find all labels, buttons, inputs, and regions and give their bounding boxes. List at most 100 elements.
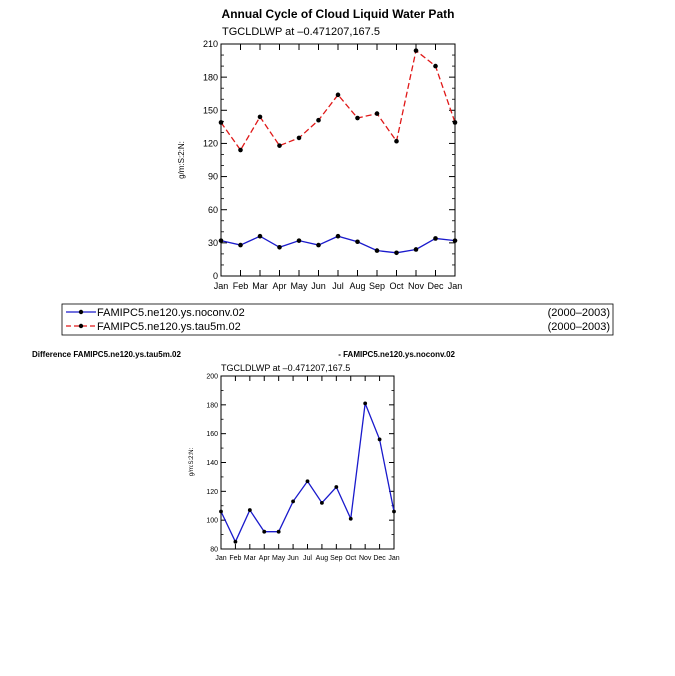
x-tick-label: Jan	[448, 281, 463, 291]
legend-marker-tau5m	[78, 323, 84, 329]
y-axis-label: g/m:S:2:N:	[177, 141, 186, 179]
x-tick-label: Dec	[427, 281, 444, 291]
difference-title-right: - FAMIPC5.ne120.ys.noconv.02	[338, 350, 455, 359]
data-point	[238, 147, 243, 153]
y-tick-label: 210	[203, 39, 218, 49]
x-tick-label: Nov	[359, 555, 372, 562]
x-tick-label: Oct	[389, 281, 404, 291]
legend-period-noconv: (2000–2003)	[548, 307, 610, 319]
x-tick-label: Jul	[332, 281, 344, 291]
legend: FAMIPC5.ne120.ys.noconv.02 (2000–2003) F…	[61, 303, 614, 336]
x-tick-label: May	[272, 555, 286, 562]
chart-title: Annual Cycle of Cloud Liquid Water Path	[222, 7, 455, 21]
plot-frame	[220, 375, 395, 550]
data-point	[394, 250, 399, 256]
series-line-1	[220, 49, 456, 152]
data-point	[219, 509, 223, 514]
data-point	[316, 242, 321, 248]
data-point	[276, 529, 281, 534]
x-tick-label: May	[290, 281, 308, 291]
data-point	[377, 437, 382, 442]
x-tick-label: Jul	[303, 555, 312, 562]
x-tick-label: Jun	[311, 281, 326, 291]
data-point	[218, 120, 224, 125]
data-point	[413, 48, 419, 53]
data-point	[233, 539, 238, 544]
y-tick-label: 90	[208, 172, 218, 182]
data-point	[247, 508, 252, 512]
x-tick-label: Oct	[345, 555, 356, 562]
data-point	[257, 233, 263, 239]
data-point	[413, 247, 419, 252]
data-point	[305, 479, 310, 484]
difference-subtitle: TGCLDLWP at –0.471207,167.5	[221, 363, 350, 373]
data-point	[374, 248, 380, 253]
data-point	[257, 114, 263, 120]
y-tick-label: 120	[206, 489, 218, 496]
difference-title-left: Difference FAMIPC5.ne120.ys.tau5m.02	[32, 350, 182, 359]
x-tick-label: Dec	[373, 555, 386, 562]
data-point	[316, 117, 321, 123]
chart-subtitle: TGCLDLWP at –0.471207,167.5	[222, 26, 380, 38]
y-tick-label: 180	[206, 402, 218, 409]
data-point	[335, 233, 341, 239]
x-tick-label: Sep	[369, 281, 385, 291]
data-point	[452, 120, 458, 125]
y-tick-label: 60	[208, 205, 218, 215]
y-tick-label: 160	[206, 431, 218, 438]
data-point	[355, 115, 360, 121]
data-point	[320, 500, 324, 505]
x-tick-label: Feb	[233, 281, 249, 291]
data-point	[296, 135, 302, 141]
x-tick-label: Aug	[316, 555, 329, 562]
legend-box	[61, 303, 614, 336]
x-tick-label: Jan	[214, 281, 229, 291]
legend-label-noconv: FAMIPC5.ne120.ys.noconv.02	[97, 307, 245, 319]
top-plot: 0 30 60 90 120 150 180 210 Jan Feb Mar Apr May Jun Jul…	[203, 39, 462, 291]
x-tick-label: Mar	[244, 555, 257, 562]
x-tick-label: Mar	[252, 281, 268, 291]
x-tick-label: Jun	[287, 555, 298, 562]
data-point	[218, 238, 224, 243]
data-point	[335, 92, 341, 98]
x-tick-label: Sep	[330, 555, 343, 562]
data-point	[433, 236, 438, 241]
data-point	[452, 238, 458, 243]
data-point	[394, 138, 399, 144]
x-tick-label: Apr	[272, 281, 286, 291]
legend-entry-tau5m: FAMIPC5.ne120.ys.tau5m.02 (2000–2003)	[66, 321, 610, 333]
y-tick-label: 0	[213, 271, 218, 281]
legend-period-tau5m: (2000–2003)	[548, 321, 610, 333]
data-point	[348, 516, 353, 521]
data-point	[392, 509, 396, 514]
x-tick-label: Nov	[408, 281, 425, 291]
data-point	[355, 239, 360, 245]
y-tick-label: 100	[206, 518, 218, 525]
legend-label-tau5m: FAMIPC5.ne120.ys.tau5m.02	[97, 321, 241, 333]
difference-y-axis-label: g/m:S:2:N:	[189, 447, 195, 476]
y-tick-label: 180	[203, 72, 218, 82]
y-tick-label: 140	[206, 460, 218, 467]
x-tick-label: Jan	[388, 555, 399, 562]
data-point	[291, 499, 295, 504]
data-point	[433, 63, 438, 69]
series-line-0	[220, 403, 395, 544]
x-tick-label: Apr	[259, 555, 271, 562]
y-tick-label: 80	[210, 546, 218, 553]
data-point	[262, 529, 267, 534]
y-tick-label: 150	[203, 105, 218, 115]
x-tick-label: Jan	[215, 555, 226, 562]
y-tick-label: 30	[208, 238, 218, 248]
y-tick-label: 200	[206, 373, 218, 380]
y-tick-label: 120	[203, 139, 218, 149]
x-tick-label: Aug	[349, 281, 365, 291]
data-point	[296, 238, 302, 243]
x-tick-label: Feb	[229, 555, 241, 562]
data-point	[334, 485, 339, 489]
legend-entry-noconv: FAMIPC5.ne120.ys.noconv.02 (2000–2003)	[66, 307, 610, 319]
plot-frame	[220, 43, 456, 277]
data-point	[238, 242, 243, 248]
data-point	[277, 244, 282, 250]
